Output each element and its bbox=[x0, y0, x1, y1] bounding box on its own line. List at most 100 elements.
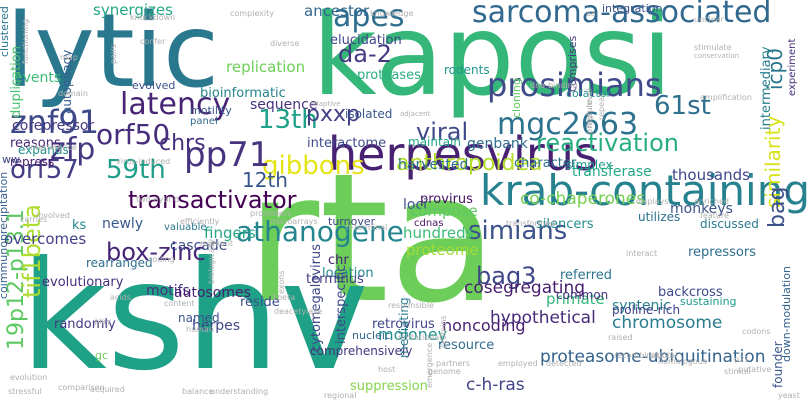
word-stimuli: stimuli bbox=[724, 367, 751, 376]
word-synergizes: synergizes bbox=[93, 1, 173, 19]
word-displays: displays bbox=[636, 197, 669, 206]
word-rearranged: rearranged bbox=[86, 256, 153, 270]
word-coimmunoprecipitation: coimmunoprecipitation bbox=[0, 172, 10, 299]
word-mutational: mutational bbox=[398, 333, 441, 342]
word-replication: replication bbox=[226, 58, 305, 76]
word-herpes: herpes bbox=[192, 318, 240, 334]
word-amplification: amplification bbox=[700, 93, 752, 102]
word-recombination: recombination bbox=[614, 351, 672, 360]
word-microarrays: microarrays bbox=[270, 217, 318, 226]
word-bag3: bag3 bbox=[476, 262, 536, 290]
word-regional: regional bbox=[324, 391, 356, 400]
word-kaposi: kaposi bbox=[312, 0, 673, 121]
word-proline-rich: proline-rich bbox=[612, 303, 680, 317]
word-bag: bag bbox=[765, 187, 790, 228]
word-rodents: rodents bbox=[444, 63, 490, 77]
word-raised: raised bbox=[608, 333, 633, 342]
word-interference: interference bbox=[28, 143, 77, 152]
word-human: human bbox=[186, 325, 214, 334]
word-bioinformatic: bioinformatic bbox=[200, 86, 286, 101]
word-icp0: icp0 bbox=[763, 48, 787, 90]
word-provirus: provirus bbox=[420, 192, 473, 207]
word-chromosome: chromosome bbox=[612, 313, 722, 333]
word-duplication: duplication bbox=[9, 46, 24, 118]
word-functioning: functioning bbox=[21, 19, 30, 64]
word-genome: genome bbox=[428, 367, 461, 376]
word-hypothetical: hypothetical bbox=[490, 308, 596, 328]
word-proteome: proteome bbox=[406, 241, 479, 259]
word-fingers: fingers bbox=[204, 224, 256, 242]
word-ww: ww bbox=[2, 153, 20, 166]
word-adaptive: adaptive bbox=[310, 100, 341, 108]
word-maintain: maintain bbox=[408, 135, 461, 149]
word-experiment: experiment bbox=[787, 38, 798, 96]
word-motifs: motifs bbox=[146, 283, 190, 299]
word-rta: rta bbox=[246, 135, 498, 342]
word-comprises: comprises bbox=[566, 35, 579, 92]
word-play: play bbox=[94, 317, 111, 326]
word-prosimians: prosimians bbox=[487, 66, 662, 104]
word-virus-induced: virus-induced bbox=[116, 157, 170, 166]
word-backcross: backcross bbox=[658, 285, 723, 300]
word-comprehensively: comprehensively bbox=[310, 344, 412, 358]
word-diverse: diverse bbox=[270, 39, 299, 48]
word-understanding: understanding bbox=[210, 387, 268, 396]
word-employed: employed bbox=[498, 359, 538, 368]
word-autosomes: autosomes bbox=[174, 285, 251, 301]
word-evolved: evolved bbox=[132, 79, 175, 92]
word-integration: integration bbox=[602, 2, 662, 15]
word-59th: 59th bbox=[106, 155, 166, 185]
word-valuable: valuable bbox=[164, 222, 207, 233]
word-repressors: repressors bbox=[688, 245, 756, 260]
word-promoters: promoters bbox=[250, 209, 291, 218]
word-pxxp: pxxp bbox=[306, 102, 360, 127]
word-evolution: evolution bbox=[10, 373, 47, 382]
word-ks: ks bbox=[72, 218, 87, 233]
word-monkeys: monkeys bbox=[670, 201, 733, 217]
word-noncoding: noncoding bbox=[442, 316, 526, 335]
word-kshv: kshv bbox=[20, 230, 369, 404]
word-knowledge: knowledge bbox=[370, 9, 413, 18]
word-compose: compose bbox=[410, 202, 478, 220]
word-utilizes: utilizes bbox=[638, 210, 680, 224]
word-sustaining: sustaining bbox=[680, 295, 737, 308]
word-syntenic: syntenic bbox=[612, 298, 671, 314]
word-loci: loci bbox=[403, 197, 427, 213]
word-proteasome-ubiquitination: proteasome-ubiquitination bbox=[540, 347, 765, 367]
word-cloning: cloning bbox=[510, 78, 523, 118]
word-latency: latency bbox=[120, 87, 230, 122]
word-interspecific: interspecific bbox=[334, 265, 349, 344]
word-orf50: orf50 bbox=[96, 118, 170, 151]
word-balance: balance bbox=[182, 387, 214, 396]
word-13th: 13th bbox=[258, 105, 318, 135]
word-co-chaperones: co-chaperones bbox=[520, 189, 645, 209]
word-map: map bbox=[60, 53, 78, 62]
word-complexity: complexity bbox=[230, 9, 274, 18]
word-conservation: conservation bbox=[694, 52, 739, 60]
word-domain: domain bbox=[58, 89, 88, 98]
word-common: common bbox=[556, 288, 608, 302]
word-1beta: 1beta bbox=[272, 293, 295, 302]
word-c-h-ras: c-h-ras bbox=[466, 375, 525, 395]
word-expands: expands bbox=[18, 143, 69, 157]
word-deacetylase: deacetylase bbox=[274, 307, 322, 316]
word-character: character bbox=[514, 156, 577, 171]
word-tif1beta: tif1beta bbox=[18, 204, 46, 298]
word-repress: repress bbox=[10, 155, 54, 169]
word-chrs: chrs bbox=[159, 131, 206, 156]
word-randomly: randomly bbox=[54, 317, 116, 332]
word-znf91: znf91 bbox=[10, 103, 99, 141]
word-overcomes: overcomes bbox=[4, 230, 86, 248]
word-cdnas: cdnas bbox=[414, 218, 444, 229]
word-anthropoidea: anthropoidea bbox=[396, 151, 543, 176]
word-moloney: moloney bbox=[378, 325, 447, 344]
word-responsible: responsible bbox=[388, 301, 434, 310]
word-codons: codons bbox=[742, 327, 771, 336]
word-ancestor: ancestor bbox=[304, 2, 370, 20]
word-isolated: isolated bbox=[345, 107, 392, 121]
word-transformed: transformed bbox=[506, 219, 555, 228]
word-retrovirus: retrovirus bbox=[372, 317, 435, 332]
word-comparison: comparison bbox=[58, 383, 105, 392]
word-silencers: silencers bbox=[536, 217, 594, 232]
